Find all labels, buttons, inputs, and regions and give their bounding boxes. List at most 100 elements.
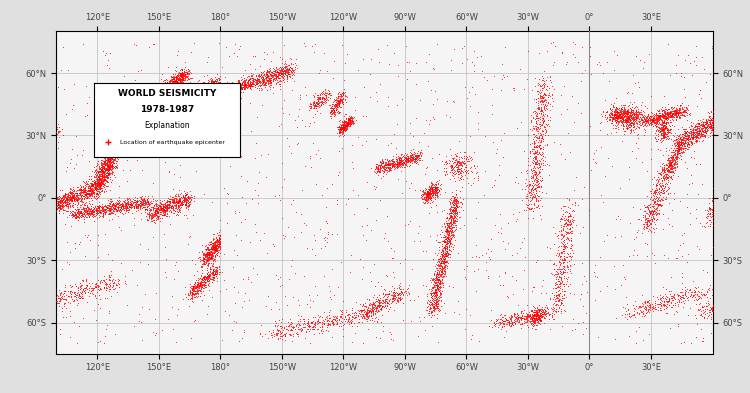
- Point: [204, 83, 216, 89]
- Point: [95, 173, 107, 179]
- Point: [156, 86, 168, 93]
- Point: [678, 132, 690, 138]
- Point: [209, 253, 220, 259]
- Point: [274, 72, 286, 78]
- Point: [742, 142, 750, 149]
- Point: [344, 312, 356, 318]
- Point: [100, 142, 112, 149]
- Point: [663, 221, 675, 228]
- Point: [224, 80, 236, 86]
- Point: [162, 82, 174, 88]
- Point: [184, 90, 196, 97]
- Point: [169, 76, 181, 83]
- Point: [320, 92, 332, 99]
- Point: [331, 130, 343, 136]
- Point: [368, 283, 380, 290]
- Point: [143, 210, 155, 217]
- Point: [123, 204, 135, 210]
- Point: [625, 123, 637, 129]
- Point: [506, 316, 518, 322]
- Point: [402, 158, 414, 164]
- Point: [545, 40, 557, 46]
- Point: [322, 321, 334, 327]
- Point: [345, 115, 357, 121]
- Point: [748, 95, 750, 102]
- Point: [197, 92, 209, 98]
- Point: [728, 114, 740, 121]
- Point: [134, 203, 146, 209]
- Point: [179, 71, 191, 77]
- Point: [500, 44, 512, 50]
- Point: [730, 134, 742, 140]
- Point: [208, 240, 220, 246]
- Point: [141, 196, 153, 202]
- Point: [648, 190, 660, 196]
- Point: [105, 167, 117, 173]
- Point: [530, 154, 542, 160]
- Point: [330, 97, 342, 103]
- Point: [445, 230, 457, 237]
- Point: [199, 251, 211, 257]
- Point: [201, 275, 213, 282]
- Point: [440, 241, 452, 247]
- Point: [410, 156, 422, 162]
- Point: [68, 198, 80, 204]
- Point: [332, 94, 344, 100]
- Point: [667, 149, 679, 155]
- Point: [634, 111, 646, 117]
- Point: [157, 198, 169, 204]
- Point: [145, 198, 157, 204]
- Point: [450, 208, 462, 214]
- Point: [525, 117, 537, 123]
- Point: [100, 141, 112, 147]
- Point: [239, 81, 251, 87]
- Point: [741, 140, 750, 146]
- Point: [83, 189, 95, 196]
- Point: [404, 154, 416, 161]
- Point: [683, 110, 695, 117]
- Point: [724, 257, 736, 263]
- Point: [398, 160, 410, 166]
- Point: [91, 182, 103, 189]
- Point: [142, 200, 154, 206]
- Point: [644, 211, 656, 217]
- Point: [649, 135, 661, 141]
- Point: [83, 213, 95, 219]
- Point: [664, 160, 676, 166]
- Point: [562, 264, 574, 270]
- Point: [150, 93, 162, 99]
- Point: [170, 259, 182, 265]
- Point: [210, 84, 222, 90]
- Point: [92, 179, 104, 185]
- Point: [429, 185, 441, 191]
- Point: [70, 191, 82, 198]
- Point: [395, 167, 407, 174]
- Point: [692, 132, 704, 138]
- Point: [512, 314, 524, 320]
- Point: [470, 162, 482, 169]
- Point: [159, 112, 171, 118]
- Point: [134, 115, 146, 121]
- Point: [450, 192, 462, 198]
- Point: [628, 116, 640, 122]
- Point: [730, 255, 742, 262]
- Point: [314, 319, 326, 325]
- Point: [631, 115, 643, 121]
- Point: [111, 155, 123, 161]
- Point: [653, 116, 665, 123]
- Point: [275, 73, 287, 79]
- Point: [659, 183, 671, 189]
- Point: [136, 108, 148, 115]
- Point: [102, 157, 114, 163]
- Point: [692, 132, 704, 138]
- Point: [640, 306, 652, 312]
- Point: [707, 128, 719, 134]
- Point: [447, 211, 459, 217]
- Point: [160, 202, 172, 209]
- Point: [105, 163, 117, 169]
- Point: [130, 109, 142, 115]
- Point: [85, 180, 97, 186]
- Point: [88, 205, 100, 211]
- Point: [424, 188, 436, 194]
- Point: [98, 145, 110, 151]
